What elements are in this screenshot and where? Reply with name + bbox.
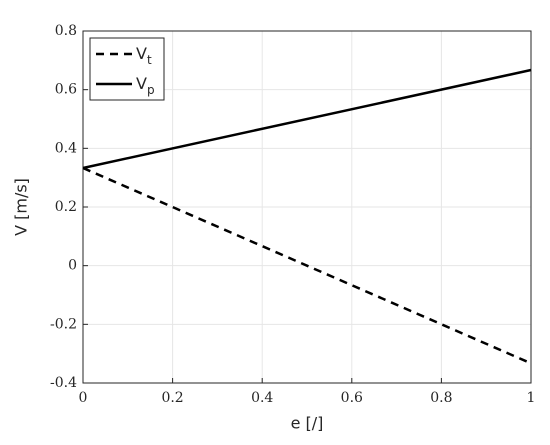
x-tick-label: 0: [79, 390, 88, 406]
y-tick-label: 0.6: [55, 82, 77, 98]
legend-box: [89, 37, 165, 101]
legend-label: Vt: [136, 44, 152, 67]
x-axis-label: e [/]: [291, 414, 324, 433]
x-tick-label: 0.2: [161, 390, 183, 406]
y-tick-label: 0.2: [55, 199, 77, 215]
x-tick-label: 0.6: [341, 390, 363, 406]
y-axis-label: V [m/s]: [12, 178, 31, 236]
y-tick-label: 0.8: [55, 23, 77, 39]
y-tick-label: 0: [68, 258, 77, 274]
data-line: [82, 166, 532, 365]
x-tick-label: 1: [527, 390, 536, 406]
axes-frame: [82, 30, 532, 384]
x-tick-label: 0.8: [430, 390, 452, 406]
x-tick-label: 0.4: [251, 390, 273, 406]
legend: Vt Vp: [89, 37, 165, 101]
y-tick-label: 0.4: [55, 140, 77, 156]
data-line: [82, 68, 532, 170]
y-tick-label: -0.4: [50, 375, 77, 391]
legend-label: Vp: [136, 74, 155, 97]
y-tick-label: -0.2: [50, 316, 77, 332]
